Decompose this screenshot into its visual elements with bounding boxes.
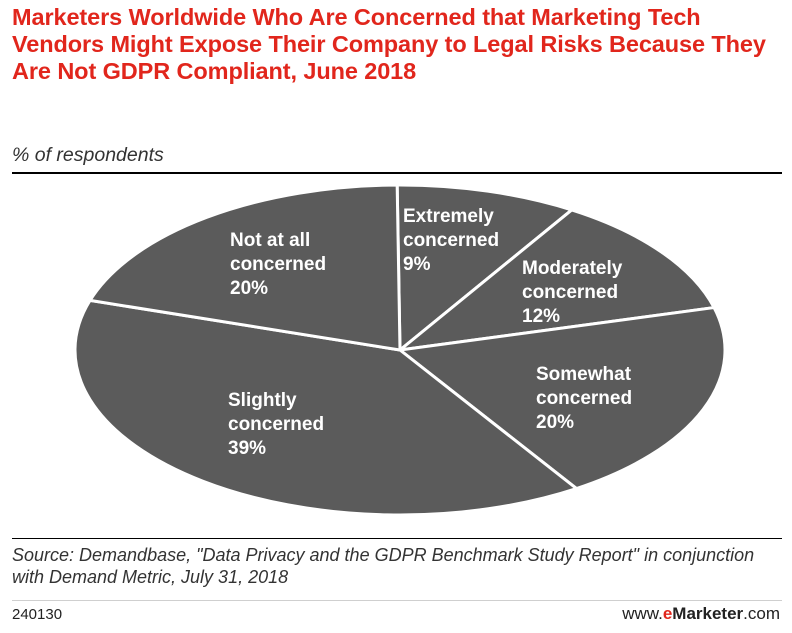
brand-suffix: .com (743, 604, 780, 623)
brand-logo-e: e (662, 604, 673, 623)
slice-label: Moderately concerned 12% (522, 258, 623, 327)
top-divider (12, 172, 782, 174)
source-note: Source: Demandbase, "Data Privacy and th… (12, 545, 755, 587)
pie-slice (88, 183, 402, 352)
chart-title: Marketers Worldwide Who Are Concerned th… (12, 4, 766, 84)
brand-link[interactable]: www.eMarketer.com (622, 604, 780, 624)
pie-slice (73, 298, 579, 517)
pie-slice (398, 208, 716, 352)
pie-chart: Extremely concerned 9% Moderately concerned 1… (73, 183, 727, 517)
pie-slice (398, 306, 727, 491)
brand-prefix: www. (622, 604, 663, 623)
slice-label: Slightly concerned 39% (228, 390, 324, 459)
slice-label: Not at all concerned 20% (230, 230, 326, 299)
pie-labels: Extremely concerned 9% Moderately concerned 1… (228, 206, 632, 459)
slice-label: Somewhat concerned 20% (536, 364, 632, 433)
pie-slice (395, 183, 574, 352)
footer-divider (12, 600, 782, 601)
bottom-divider (12, 538, 782, 539)
brand-logo-name: Marketer (672, 604, 744, 623)
chart-id: 240130 (12, 606, 63, 623)
chart-subtitle: % of respondents (12, 144, 164, 166)
slice-label: Extremely concerned 9% (403, 206, 499, 275)
pie-slices (73, 183, 727, 517)
